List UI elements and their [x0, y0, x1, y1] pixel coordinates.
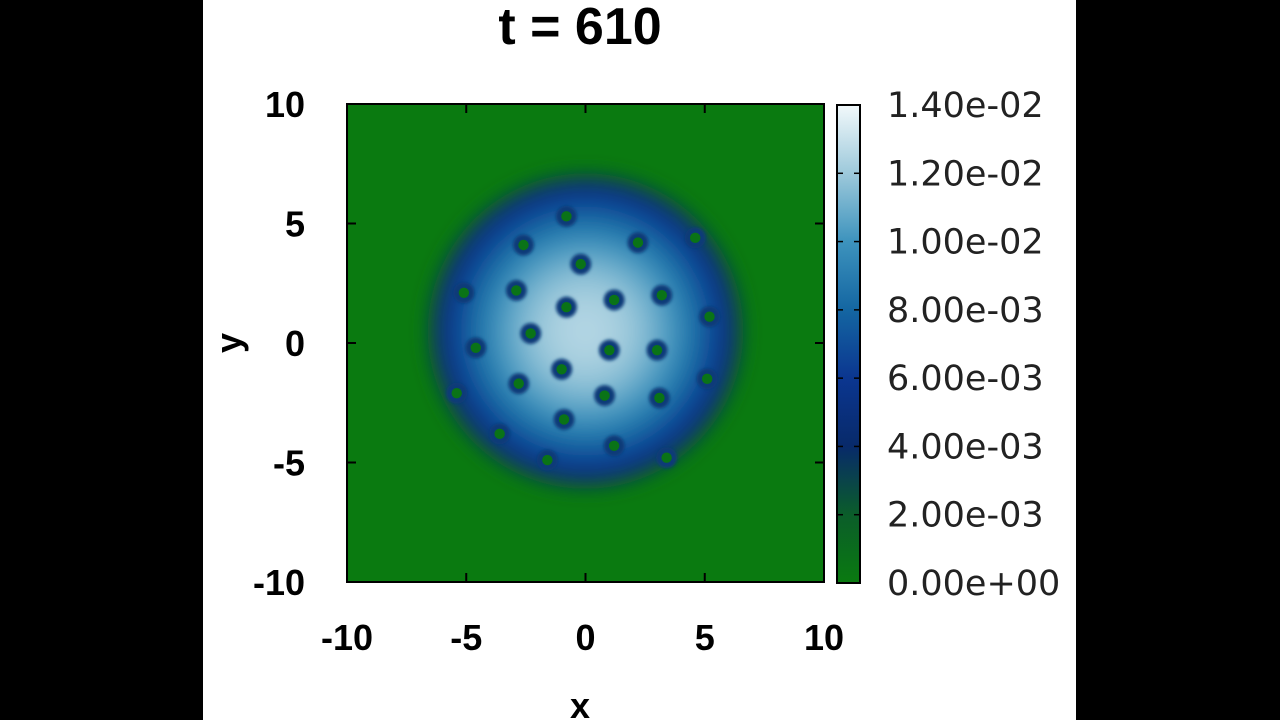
colorbar-tick-label: 1.40e-02 — [887, 86, 1044, 126]
vortex-core — [646, 339, 668, 361]
vortex-core — [627, 232, 649, 254]
x-tick-label: -10 — [321, 617, 373, 658]
colorbar-tick-label: 0.00e+00 — [887, 564, 1060, 604]
colorbar-ticks: 1.40e-02 1.20e-02 1.00e-02 8.00e-03 6.00e-03… — [837, 86, 1060, 604]
vortex-core — [465, 337, 487, 359]
colorbar-tick-label: 6.00e-03 — [887, 359, 1044, 399]
colorbar-tick-label: 4.00e-03 — [887, 427, 1044, 467]
vortex-core — [603, 289, 625, 311]
vortex-core — [570, 253, 592, 275]
vortex-layer — [446, 205, 721, 471]
x-tick-label: 5 — [695, 617, 715, 658]
chart-title: t = 610 — [498, 0, 661, 56]
figure-frame: t = 610 -10 -5 0 5 10 10 5 0 -5 -10 x y 1.40e-02… — [203, 0, 1076, 720]
colorbar-tick-label: 1.00e-02 — [887, 223, 1044, 263]
vortex-core — [684, 227, 706, 249]
vortex-core — [508, 373, 530, 395]
y-tick-label: 5 — [285, 204, 305, 245]
vortex-core — [648, 387, 670, 409]
condensate-body — [437, 183, 734, 479]
vortex-core — [505, 279, 527, 301]
colorbar-tick-label: 8.00e-03 — [887, 291, 1044, 331]
vortex-core — [555, 296, 577, 318]
vortex-core — [594, 385, 616, 407]
vortex-core — [699, 306, 721, 328]
plot-area — [347, 104, 824, 582]
vortex-core — [551, 358, 573, 380]
colorbar-tick-label: 1.20e-02 — [887, 154, 1044, 194]
vortex-core — [553, 408, 575, 430]
y-tick-label: 0 — [285, 323, 305, 364]
vortex-core — [696, 368, 718, 390]
vortex-core — [512, 234, 534, 256]
x-tick-label: 0 — [575, 617, 595, 658]
vortex-core — [446, 382, 468, 404]
vortex-core — [536, 449, 558, 471]
y-axis-ticks: 10 5 0 -5 -10 — [253, 84, 824, 603]
y-axis-label: y — [208, 333, 249, 353]
vortex-core — [453, 282, 475, 304]
y-tick-label: -5 — [273, 443, 305, 484]
y-tick-label: -10 — [253, 562, 305, 603]
vortex-core — [651, 284, 673, 306]
x-axis-label: x — [570, 685, 590, 720]
vortex-core — [598, 339, 620, 361]
x-tick-label: -5 — [450, 617, 482, 658]
vortex-core — [489, 423, 511, 445]
x-axis-ticks: -10 -5 0 5 10 — [321, 104, 844, 658]
vortex-core — [520, 322, 542, 344]
y-tick-label: 10 — [265, 84, 305, 125]
vortex-core — [603, 435, 625, 457]
colorbar-tick-label: 2.00e-03 — [887, 496, 1044, 536]
vortex-core — [555, 205, 577, 227]
vortex-core — [656, 447, 678, 469]
vortex-density-plot: t = 610 -10 -5 0 5 10 10 5 0 -5 -10 x y 1.40e-02… — [208, 0, 1060, 720]
x-tick-label: 10 — [804, 617, 844, 658]
colorbar — [836, 104, 861, 584]
